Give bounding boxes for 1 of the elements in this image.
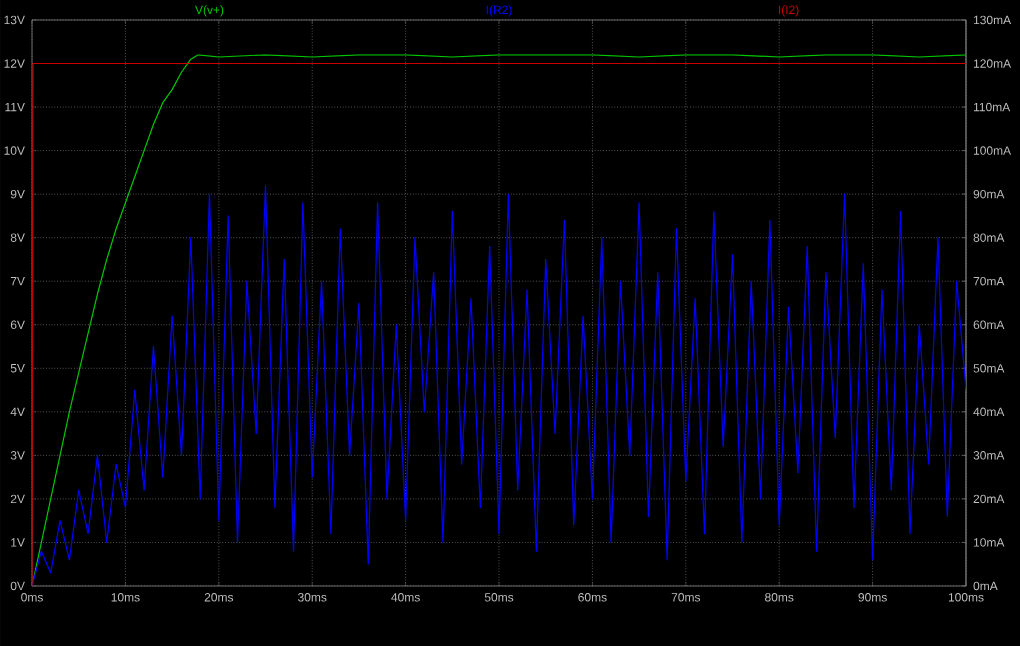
line-series xyxy=(32,184,966,586)
